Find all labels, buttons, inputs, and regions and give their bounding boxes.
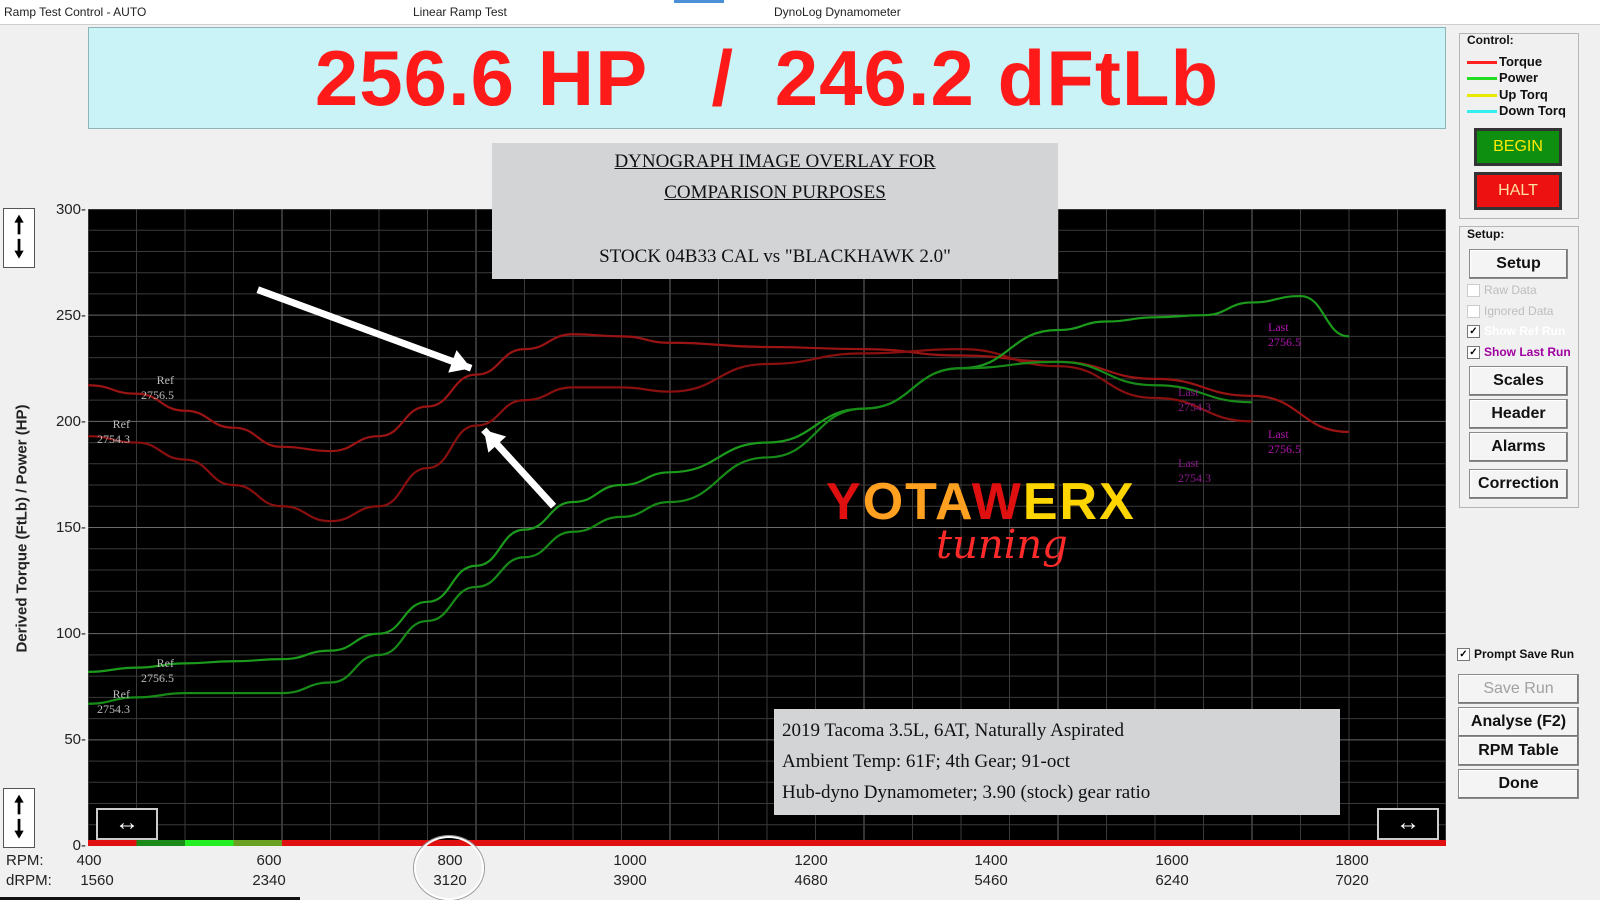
- arrow-up-icon: 🠕: [13, 792, 25, 819]
- correction-button[interactable]: Correction: [1469, 469, 1568, 499]
- window-title: Ramp Test Control - AUTO: [4, 5, 147, 19]
- analyse-button[interactable]: Analyse (F2): [1458, 707, 1579, 737]
- highlight-circle-800: [414, 836, 484, 900]
- last-label-power-a: Last 2756.5: [1268, 320, 1301, 349]
- ignored-data-checkbox[interactable]: Ignored Data: [1467, 304, 1553, 320]
- drpm-tick: 3900: [613, 872, 647, 889]
- alarms-button[interactable]: Alarms: [1469, 432, 1568, 462]
- ref-label-torque-a: Ref 2756.5: [141, 373, 174, 402]
- setup-group-title: Setup:: [1467, 227, 1505, 241]
- info-line2: Ambient Temp: 61F; 4th Gear; 91-oct: [782, 751, 1071, 772]
- hp-readout: 256.6 HP: [314, 34, 647, 122]
- save-run-button[interactable]: Save Run: [1458, 674, 1579, 704]
- prompt-save-run-checkbox[interactable]: ✓ Prompt Save Run: [1457, 647, 1574, 663]
- drpm-axis-label: dRPM:: [6, 872, 52, 889]
- overlay-title-line1: DYNOGRAPH IMAGE OVERLAY FOR: [614, 151, 936, 172]
- yotawerx-logo: YOTAWERX tuning: [826, 472, 1146, 602]
- rpm-tick: 400: [76, 852, 102, 869]
- control-group-title: Control:: [1467, 33, 1514, 47]
- y-tick-200: 200-: [55, 413, 86, 430]
- begin-button[interactable]: BEGIN: [1474, 128, 1562, 166]
- dyno-chart-svg: [87, 208, 1447, 847]
- rpm-table-button[interactable]: RPM Table: [1458, 736, 1579, 766]
- x-scroll-right-button[interactable]: ↔: [1377, 808, 1439, 840]
- drpm-tick: 7020: [1335, 872, 1369, 889]
- overlay-title-line3: STOCK 04B33 CAL vs "BLACKHAWK 2.0": [599, 246, 951, 267]
- series-line-3: [87, 294, 1350, 673]
- drpm-tick: 5460: [974, 872, 1008, 889]
- rpm-tick: 1600: [1155, 852, 1189, 869]
- window-bottom-bar: [0, 897, 300, 900]
- done-button[interactable]: Done: [1458, 769, 1579, 799]
- rpm-tick: 1400: [974, 852, 1008, 869]
- last-label-torque-b: Last 2754.3: [1178, 456, 1211, 485]
- comparison-title-overlay: DYNOGRAPH IMAGE OVERLAY FOR COMPARISON P…: [492, 143, 1058, 279]
- live-readout-display: 256.6 HP / 246.2 dFtLb: [88, 27, 1446, 129]
- overlay-title-line2: COMPARISON PURPOSES: [664, 182, 886, 203]
- rpm-tick: 1000: [613, 852, 647, 869]
- show-last-run-checkbox[interactable]: ✓ Show Last Run: [1467, 345, 1571, 361]
- logo-wordmark: YOTAWERX: [826, 473, 1136, 531]
- rpm-tick: 1800: [1335, 852, 1369, 869]
- last-label-power-b: Last 2754.3: [1178, 385, 1211, 414]
- last-label-torque-a: Last 2756.5: [1268, 427, 1301, 456]
- test-mode-title: Linear Ramp Test: [413, 5, 507, 19]
- y-tick-50: 50-: [64, 731, 86, 748]
- left-right-arrow-icon: ↔: [115, 809, 139, 836]
- rpm-axis-label: RPM:: [6, 852, 44, 869]
- drpm-tick: 4680: [794, 872, 828, 889]
- annotation-arrow-up-head: [483, 429, 507, 453]
- header-button[interactable]: Header: [1469, 399, 1568, 429]
- setup-button[interactable]: Setup: [1469, 249, 1568, 279]
- y-tick-250: 250-: [55, 307, 86, 324]
- logo-script: tuning: [936, 522, 1068, 568]
- legend-torque: Torque: [1467, 54, 1542, 70]
- ref-label-power-b: Ref 2754.3: [97, 687, 130, 716]
- legend-down-torq: Down Torq: [1467, 103, 1566, 119]
- rpm-range-bar-segment: [233, 840, 282, 846]
- annotation-arrow-down-head: [448, 350, 472, 373]
- show-ref-run-checkbox[interactable]: ✓ Show Ref Run: [1467, 324, 1565, 340]
- rpm-tick: 1200: [794, 852, 828, 869]
- setup-group: [1459, 226, 1579, 508]
- raw-data-checkbox[interactable]: Raw Data: [1467, 283, 1537, 299]
- y-axis-title: Derived Torque (FtLb) / Power (HP): [13, 404, 31, 653]
- drpm-tick: 2340: [252, 872, 286, 889]
- y-scale-up-down-top-button[interactable]: 🠕 🠗: [3, 208, 35, 268]
- rpm-range-bar: [88, 840, 1446, 846]
- app-title: DynoLog Dynamometer: [774, 5, 901, 19]
- y-tick-0: 0-: [72, 837, 86, 854]
- legend-up-torq: Up Torq: [1467, 87, 1548, 103]
- x-scroll-left-button[interactable]: ↔: [96, 808, 158, 840]
- info-line1: 2019 Tacoma 3.5L, 6AT, Naturally Aspirat…: [782, 720, 1124, 741]
- scales-button[interactable]: Scales: [1469, 366, 1568, 396]
- drpm-tick: 1560: [80, 872, 114, 889]
- arrow-down-icon: 🠗: [13, 236, 25, 263]
- left-right-arrow-icon: ↔: [1396, 809, 1420, 836]
- y-tick-100: 100-: [55, 625, 86, 642]
- series-line-4: [87, 360, 1253, 705]
- y-tick-150: 150-: [55, 519, 86, 536]
- drpm-tick: 6240: [1155, 872, 1189, 889]
- title-bar: Ramp Test Control - AUTO Linear Ramp Tes…: [0, 0, 1600, 25]
- active-tab-indicator: [674, 0, 724, 3]
- y-scale-up-down-bottom-button[interactable]: 🠕 🠗: [3, 788, 35, 848]
- vehicle-info-overlay: 2019 Tacoma 3.5L, 6AT, Naturally Aspirat…: [774, 709, 1340, 815]
- arrow-down-icon: 🠗: [13, 816, 25, 843]
- halt-button[interactable]: HALT: [1474, 172, 1562, 210]
- annotation-arrow-down-shaft: [256, 286, 473, 372]
- rpm-tick: 600: [256, 852, 282, 869]
- torque-readout: 246.2 dFtLb: [774, 34, 1220, 122]
- rpm-range-bar-segment: [185, 840, 234, 846]
- rpm-range-bar-segment: [136, 840, 185, 846]
- y-tick-300: 300-: [55, 201, 86, 218]
- control-group: [1459, 33, 1579, 219]
- legend-power: Power: [1467, 70, 1538, 86]
- live-readout-text: 256.6 HP / 246.2 dFtLb: [89, 36, 1445, 120]
- ref-label-power-a: Ref 2756.5: [141, 656, 174, 685]
- readout-separator: /: [711, 34, 735, 122]
- info-line3: Hub-dyno Dynamometer; 3.90 (stock) gear …: [782, 782, 1151, 803]
- ref-label-torque-b: Ref 2754.3: [97, 417, 130, 446]
- arrow-up-icon: 🠕: [13, 212, 25, 239]
